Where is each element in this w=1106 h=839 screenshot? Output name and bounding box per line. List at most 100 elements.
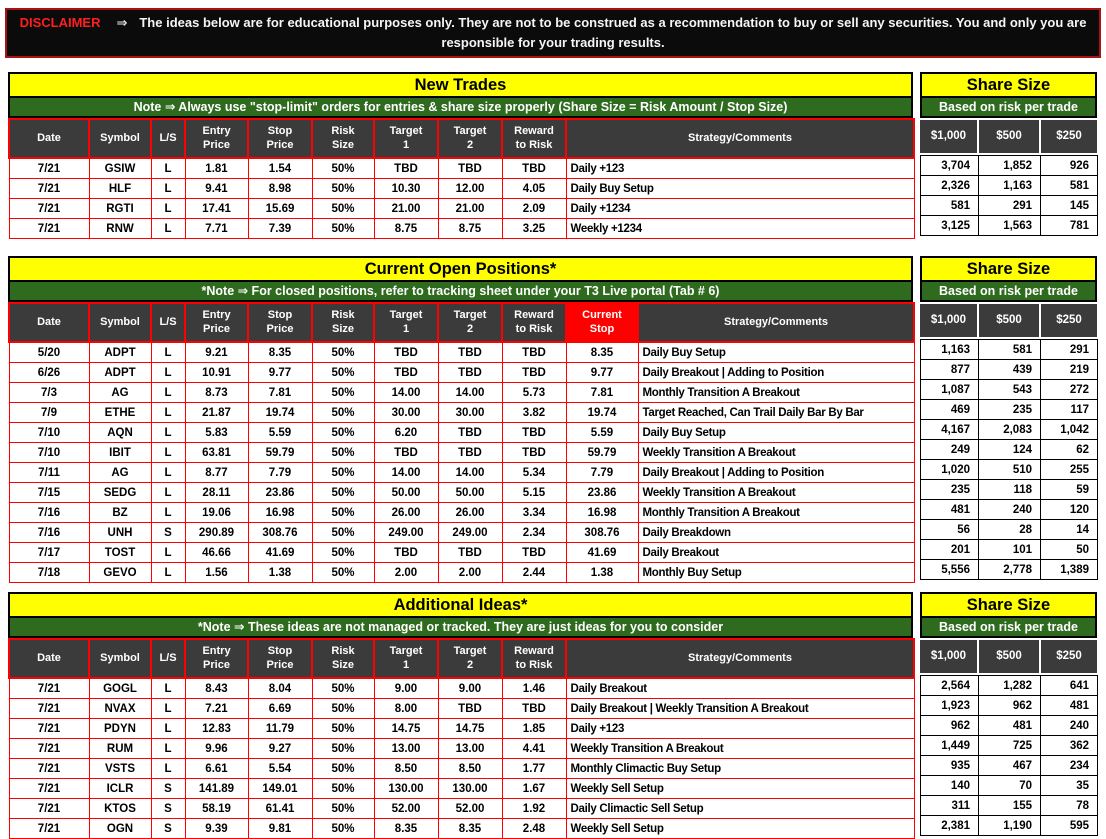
cell-symbol: SEDG bbox=[88, 482, 152, 503]
share-row: 469 235 117 bbox=[920, 399, 1098, 420]
cell-strategy: Daily Breakout | Weekly Transition A Bre… bbox=[565, 698, 915, 719]
cell-ls: L bbox=[150, 562, 186, 583]
cell-s500: 155 bbox=[978, 795, 1041, 816]
cell-s250: 641 bbox=[1040, 675, 1098, 696]
cell-t2: 12.00 bbox=[437, 178, 503, 199]
cell-strategy: Daily +1234 bbox=[565, 198, 915, 219]
cell-s1000: 3,125 bbox=[920, 215, 979, 236]
cell-s500: 240 bbox=[978, 499, 1041, 520]
cell-risk: 50% bbox=[311, 422, 375, 443]
column-header-rr: Reward to Risk bbox=[501, 302, 567, 343]
table-row: 7/17 TOST L 46.66 41.69 50% TBD TBD TBD 41.69 Dail… bbox=[8, 542, 915, 563]
share-row: 2,564 1,282 641 bbox=[920, 675, 1098, 696]
cell-risk: 50% bbox=[311, 178, 375, 199]
header-row: Date Symbol L/S Entry Price Stop Price Risk S… bbox=[8, 638, 915, 679]
cell-cstop: 16.98 bbox=[565, 502, 639, 523]
cell-date: 7/21 bbox=[8, 198, 90, 219]
table-row: 7/16 BZ L 19.06 16.98 50% 26.00 26.00 3.34 16.98 M… bbox=[8, 502, 915, 523]
cell-t2: 14.00 bbox=[437, 462, 503, 483]
disclaimer-text: The ideas below are for educational purp… bbox=[139, 15, 1087, 50]
new-trades-share-table: 3,704 1,852 926 2,326 1,163 581 581 291 145 3,125… bbox=[920, 155, 1098, 236]
cell-strategy: Daily +123 bbox=[565, 718, 915, 739]
cell-risk: 50% bbox=[311, 718, 375, 739]
cell-stop: 9.81 bbox=[247, 818, 313, 839]
cell-s500: 1,282 bbox=[978, 675, 1041, 696]
cell-s250: 219 bbox=[1040, 359, 1098, 380]
table-row: 7/21 GSIW L 1.81 1.54 50% TBD TBD TBD Daily +123 bbox=[8, 157, 915, 179]
cell-risk: 50% bbox=[311, 341, 375, 363]
cell-t1: 14.00 bbox=[373, 382, 439, 403]
cell-risk: 50% bbox=[311, 198, 375, 219]
cell-strategy: Daily Buy Setup bbox=[565, 178, 915, 199]
additional-ideas-title: Additional Ideas* bbox=[8, 592, 913, 618]
share-column-header-s250: $250 bbox=[1041, 304, 1097, 337]
share-row: 581 291 145 bbox=[920, 195, 1098, 216]
header-row: Date Symbol L/S Entry Price Stop Price Risk S… bbox=[8, 118, 915, 159]
cell-stop: 5.54 bbox=[247, 758, 313, 779]
cell-rr: 3.34 bbox=[501, 502, 567, 523]
open-positions-title: Current Open Positions* bbox=[8, 256, 913, 282]
cell-s1000: 2,564 bbox=[920, 675, 979, 696]
open-positions-share-table: 1,163 581 291 877 439 219 1,087 543 272 469 235 117… bbox=[920, 339, 1098, 580]
cell-t1: TBD bbox=[373, 442, 439, 463]
cell-date: 7/21 bbox=[8, 157, 90, 179]
cell-t1: 8.50 bbox=[373, 758, 439, 779]
column-header-t1: Target 1 bbox=[373, 638, 439, 679]
disclaimer-label: DISCLAIMER bbox=[19, 15, 101, 30]
cell-rr: 4.05 bbox=[501, 178, 567, 199]
cell-entry: 9.39 bbox=[184, 818, 249, 839]
cell-ls: L bbox=[150, 218, 186, 239]
cell-s1000: 2,381 bbox=[920, 815, 979, 836]
cell-symbol: GEVO bbox=[88, 562, 152, 583]
cell-symbol: IBIT bbox=[88, 442, 152, 463]
column-header-strategy: Strategy/Comments bbox=[565, 638, 915, 679]
cell-s1000: 2,326 bbox=[920, 175, 979, 196]
cell-date: 7/21 bbox=[8, 778, 90, 799]
share-row: 311 155 78 bbox=[920, 795, 1098, 816]
cell-strategy: Weekly +1234 bbox=[565, 218, 915, 239]
cell-s250: 926 bbox=[1040, 155, 1098, 176]
share-size-title: Share Size bbox=[920, 256, 1097, 282]
cell-t1: 8.35 bbox=[373, 818, 439, 839]
cell-entry: 10.91 bbox=[184, 362, 249, 383]
cell-entry: 290.89 bbox=[184, 522, 249, 543]
cell-symbol: BZ bbox=[88, 502, 152, 523]
cell-risk: 50% bbox=[311, 542, 375, 563]
cell-entry: 21.87 bbox=[184, 402, 249, 423]
cell-entry: 7.21 bbox=[184, 698, 249, 719]
cell-entry: 17.41 bbox=[184, 198, 249, 219]
open-positions-section: Current Open Positions* *Note ⇒ For close… bbox=[8, 256, 1106, 583]
cell-s250: 62 bbox=[1040, 439, 1098, 460]
cell-t1: 2.00 bbox=[373, 562, 439, 583]
cell-entry: 141.89 bbox=[184, 778, 249, 799]
cell-cstop: 9.77 bbox=[565, 362, 639, 383]
cell-strategy: Monthly Buy Setup bbox=[637, 562, 915, 583]
cell-symbol: HLF bbox=[88, 178, 152, 199]
cell-risk: 50% bbox=[311, 738, 375, 759]
cell-s250: 272 bbox=[1040, 379, 1098, 400]
cell-strategy: Daily Breakout | Adding to Position bbox=[637, 362, 915, 383]
cell-ls: L bbox=[150, 178, 186, 199]
cell-stop: 1.54 bbox=[247, 157, 313, 179]
cell-entry: 8.43 bbox=[184, 677, 249, 699]
cell-entry: 8.77 bbox=[184, 462, 249, 483]
table-row: 7/21 ICLR S 141.89 149.01 50% 130.00 130.00 1.67… bbox=[8, 778, 915, 799]
cell-date: 5/20 bbox=[8, 341, 90, 363]
new-trades-note: Note ⇒ Always use "stop-limit" orders fo… bbox=[8, 96, 913, 118]
share-row: 1,020 510 255 bbox=[920, 459, 1098, 480]
cell-stop: 7.39 bbox=[247, 218, 313, 239]
cell-entry: 9.41 bbox=[184, 178, 249, 199]
cell-t1: 21.00 bbox=[373, 198, 439, 219]
share-row: 1,923 962 481 bbox=[920, 695, 1098, 716]
table-row: 7/21 OGN S 9.39 9.81 50% 8.35 8.35 2.48 Weekly Se… bbox=[8, 818, 915, 839]
cell-stop: 8.98 bbox=[247, 178, 313, 199]
cell-stop: 41.69 bbox=[247, 542, 313, 563]
cell-symbol: RGTI bbox=[88, 198, 152, 219]
cell-rr: TBD bbox=[501, 362, 567, 383]
table-row: 7/21 GOGL L 8.43 8.04 50% 9.00 9.00 1.46 Daily Br… bbox=[8, 677, 915, 699]
share-row: 1,163 581 291 bbox=[920, 339, 1098, 360]
cell-risk: 50% bbox=[311, 502, 375, 523]
cell-s500: 725 bbox=[978, 735, 1041, 756]
cell-date: 7/21 bbox=[8, 798, 90, 819]
cell-s250: 781 bbox=[1040, 215, 1098, 236]
